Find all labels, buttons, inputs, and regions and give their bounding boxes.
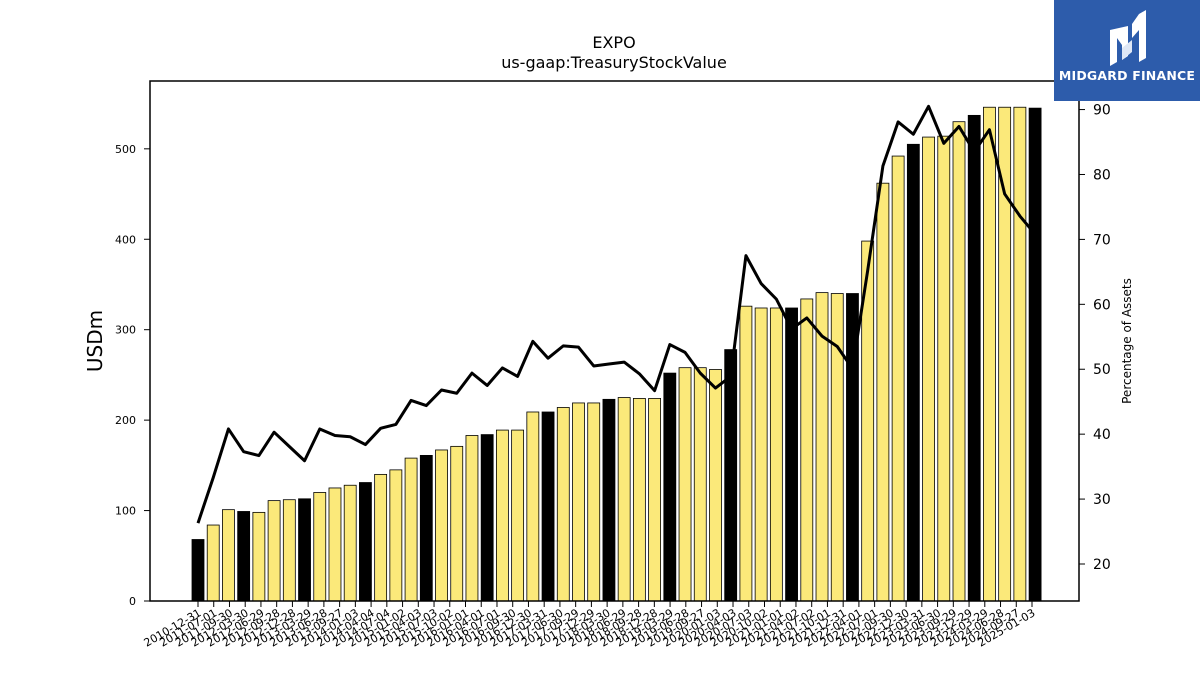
bar — [465, 435, 479, 602]
bar — [785, 307, 798, 602]
bar — [282, 499, 296, 602]
bar — [252, 511, 266, 602]
bar — [450, 445, 464, 602]
midgard-logo-icon — [1110, 10, 1146, 66]
bar — [1013, 106, 1027, 602]
bar — [632, 398, 646, 602]
bar — [876, 182, 890, 602]
bar — [495, 429, 509, 602]
bar — [1028, 107, 1042, 602]
bar — [754, 307, 768, 602]
bar — [374, 473, 388, 602]
bar — [572, 402, 585, 602]
y-tick-label-left: 300 — [115, 324, 136, 337]
bar — [906, 143, 920, 602]
bar — [313, 492, 327, 602]
bar — [967, 114, 981, 602]
y-tick-label-right: 70 — [1093, 232, 1111, 248]
bar — [709, 369, 722, 602]
bar — [830, 293, 844, 602]
bar — [678, 367, 692, 602]
bar — [663, 372, 677, 602]
y-axis-label-left: USDm — [83, 310, 107, 372]
y-tick-label-left: 200 — [115, 414, 136, 427]
bar — [298, 498, 311, 602]
bar — [389, 469, 403, 602]
y-axis-left: 0 100 200 300 400 500 — [115, 143, 150, 608]
midgard-logo: MIDGARD FINANCE — [1054, 0, 1200, 101]
y-tick-label-left: 0 — [129, 595, 136, 608]
bar — [724, 349, 738, 602]
bar — [648, 398, 661, 602]
y-tick-label-right: 20 — [1093, 557, 1111, 573]
bar — [206, 524, 220, 602]
bar — [343, 484, 357, 602]
line-series — [196, 104, 1037, 524]
y-tick-label-right: 80 — [1093, 167, 1111, 183]
bar — [602, 398, 616, 602]
percentage-line — [196, 104, 1037, 524]
bar — [587, 402, 601, 602]
bar — [435, 449, 448, 602]
bar — [267, 500, 281, 602]
bar — [511, 429, 525, 602]
bar — [480, 434, 494, 602]
bar — [952, 121, 966, 602]
logo-text: MIDGARD FINANCE — [1058, 68, 1196, 83]
bar — [359, 482, 372, 602]
bar — [222, 509, 235, 602]
bar — [800, 298, 814, 602]
bar — [891, 155, 905, 602]
bar — [526, 411, 540, 602]
bar — [419, 454, 433, 602]
y-tick-label-right: 90 — [1093, 103, 1111, 119]
y-tick-label-left: 100 — [115, 505, 136, 518]
y-axis-right: 20 30 40 50 60 70 80 90 — [1079, 103, 1111, 573]
plot-frame — [149, 80, 1080, 602]
y-tick-label-right: 40 — [1093, 427, 1111, 443]
bar — [937, 135, 951, 602]
y-axis-label-right: Percentage of Assets — [1120, 278, 1134, 404]
chart-subtitle: us-gaap:TreasuryStockValue — [501, 53, 727, 72]
x-axis: 2010-12-312011-07-012011-09-302012-03-30… — [142, 601, 1038, 650]
y-tick-label-right: 50 — [1093, 362, 1111, 378]
bar — [739, 305, 753, 602]
bar — [404, 457, 418, 602]
y-tick-label-right: 60 — [1093, 297, 1111, 313]
bar — [983, 106, 996, 602]
bar — [617, 397, 631, 602]
y-tick-label-right: 30 — [1093, 492, 1111, 508]
y-tick-label-left: 400 — [115, 233, 136, 246]
bar — [693, 367, 707, 602]
bar — [237, 511, 251, 602]
bar — [922, 136, 935, 602]
bar-series — [191, 106, 1042, 602]
bar — [328, 487, 342, 602]
bar — [541, 411, 555, 602]
y-tick-label-left: 500 — [115, 143, 136, 156]
chart-title: EXPO — [592, 33, 635, 52]
bar — [556, 407, 570, 602]
bar — [191, 539, 205, 602]
bar — [769, 307, 783, 602]
